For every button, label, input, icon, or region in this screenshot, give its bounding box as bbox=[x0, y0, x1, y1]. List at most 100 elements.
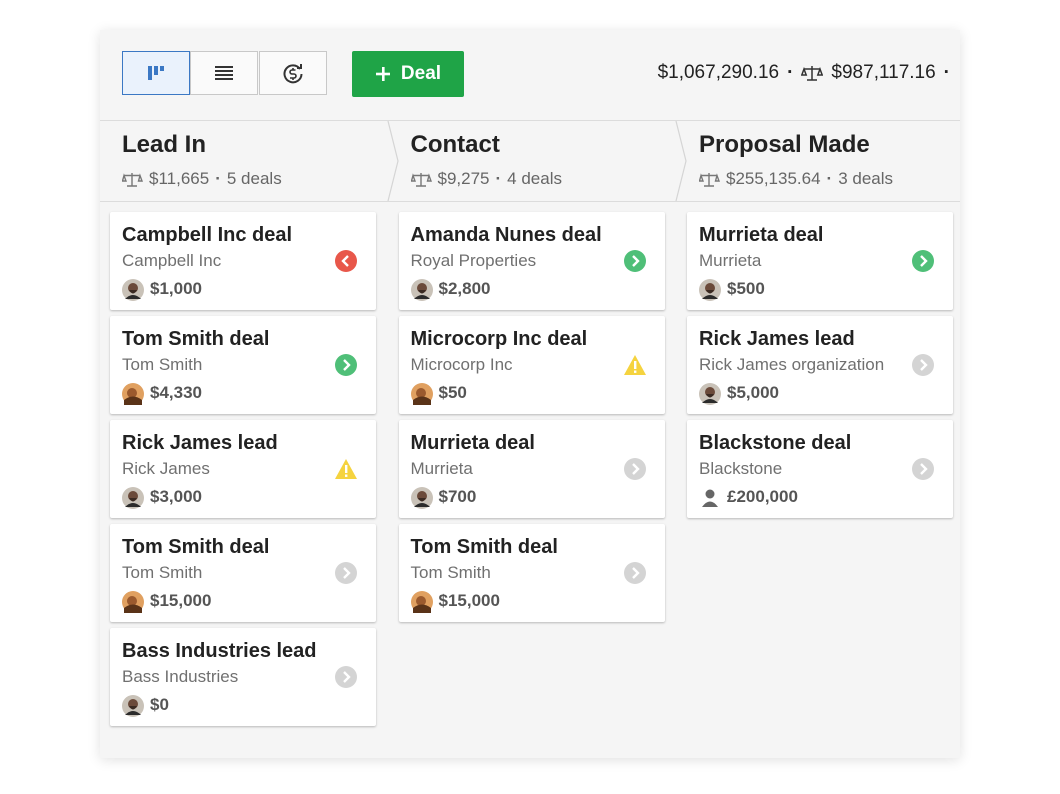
status-icon bbox=[335, 666, 357, 688]
deal-organization: Tom Smith bbox=[122, 355, 203, 374]
plus-icon bbox=[375, 67, 390, 81]
avatar bbox=[410, 383, 433, 405]
deal-card[interactable]: Rick James lead Rick James organization $5… bbox=[687, 316, 953, 414]
weighted-icon bbox=[122, 172, 143, 187]
weighted-icon bbox=[410, 172, 432, 187]
total-value: $1,067,290.16 bbox=[657, 62, 780, 83]
pipeline-panel: Deal $1,067,290.16 $987,117.16 Lead In $1… bbox=[100, 30, 960, 758]
status-icon bbox=[623, 562, 646, 584]
avatar bbox=[699, 279, 721, 301]
avatar bbox=[122, 591, 144, 613]
add-deal-label: Deal bbox=[400, 63, 442, 84]
status-icon bbox=[912, 354, 934, 376]
avatar bbox=[410, 487, 433, 509]
deal-organization: Tom Smith bbox=[122, 563, 203, 582]
avatar bbox=[122, 487, 144, 509]
stage-deal-count: 4 deals bbox=[507, 169, 562, 188]
deal-organization: Tom Smith bbox=[410, 563, 491, 582]
stage-title: Contact bbox=[410, 131, 500, 158]
deal-card[interactable]: Tom Smith deal Tom Smith $4,330 bbox=[110, 316, 376, 414]
deal-card[interactable]: Rick James lead Rick James $3,000 bbox=[110, 420, 376, 518]
avatar bbox=[702, 489, 718, 507]
status-icon bbox=[335, 354, 357, 376]
deal-card[interactable]: Campbell Inc deal Campbell Inc $1,000 bbox=[110, 212, 376, 310]
stage-dividers bbox=[387, 121, 687, 201]
deal-card[interactable]: Tom Smith deal Tom Smith $15,000 bbox=[398, 524, 665, 622]
list-view-button[interactable] bbox=[190, 51, 258, 95]
deal-value: $700 bbox=[438, 487, 477, 506]
deal-organization: Rick James bbox=[122, 459, 210, 478]
stage-summary: $11,665 5 deals bbox=[122, 169, 282, 189]
deal-title: Campbell Inc deal bbox=[122, 224, 293, 246]
deal-organization: Campbell Inc bbox=[122, 251, 222, 270]
status-icon bbox=[335, 250, 357, 272]
avatar bbox=[122, 695, 144, 717]
deal-card[interactable]: Blackstone deal Blackstone £200,000 bbox=[687, 420, 953, 518]
pipeline-view-button[interactable] bbox=[122, 51, 190, 95]
deal-organization: Murrieta bbox=[410, 459, 473, 478]
status-icon bbox=[912, 250, 934, 272]
deal-value: $15,000 bbox=[150, 591, 212, 610]
deal-card[interactable]: Murrieta deal Murrieta $700 bbox=[398, 420, 665, 518]
deal-title: Tom Smith deal bbox=[122, 536, 270, 558]
status-icon bbox=[912, 458, 934, 480]
separator bbox=[944, 62, 950, 84]
deal-value: $500 bbox=[727, 279, 765, 298]
avatar bbox=[122, 279, 144, 301]
deal-value: $5,000 bbox=[727, 383, 779, 402]
status-icon bbox=[623, 355, 646, 375]
deal-title: Microcorp Inc deal bbox=[410, 328, 588, 350]
forecast-view-button[interactable] bbox=[259, 51, 327, 95]
deal-title: Tom Smith deal bbox=[410, 536, 558, 558]
deal-organization: Royal Properties bbox=[410, 251, 537, 270]
deal-title: Bass Industries lead bbox=[122, 640, 317, 662]
list-icon bbox=[215, 66, 233, 80]
stage-title: Lead In bbox=[122, 131, 207, 158]
status-icon bbox=[623, 458, 646, 480]
deal-card[interactable]: Murrieta deal Murrieta $500 bbox=[687, 212, 953, 310]
deal-value: $50 bbox=[438, 383, 467, 402]
avatar bbox=[410, 279, 433, 301]
avatar bbox=[410, 591, 433, 613]
stage-value: $11,665 bbox=[149, 169, 210, 188]
deal-title: Tom Smith deal bbox=[122, 328, 270, 350]
add-deal-button[interactable]: Deal bbox=[352, 51, 464, 97]
deal-card[interactable]: Bass Industries lead Bass Industries $0 bbox=[110, 628, 376, 726]
deal-value: $3,000 bbox=[150, 487, 202, 506]
status-icon bbox=[335, 562, 357, 584]
stage-header-row: Lead In $11,665 5 deals Contact $9,275 4 deal… bbox=[100, 120, 960, 202]
status-icon bbox=[335, 459, 357, 479]
deal-organization: Bass Industries bbox=[122, 667, 239, 686]
deal-organization: Murrieta bbox=[699, 251, 762, 270]
deal-title: Murrieta deal bbox=[699, 224, 824, 246]
deal-organization: Rick James organization bbox=[699, 355, 885, 374]
stage-value: $9,275 bbox=[437, 169, 490, 188]
deal-value: $2,800 bbox=[438, 279, 491, 298]
deal-card[interactable]: Tom Smith deal Tom Smith $15,000 bbox=[110, 524, 376, 622]
deal-value: $0 bbox=[150, 695, 169, 714]
status-icon bbox=[623, 250, 646, 272]
deal-organization: Blackstone bbox=[699, 459, 783, 478]
weighted-icon bbox=[801, 66, 824, 81]
stage-summary: $9,275 4 deals bbox=[410, 169, 562, 189]
deal-card[interactable]: Microcorp Inc deal Microcorp Inc $50 bbox=[398, 316, 665, 414]
deal-organization: Microcorp Inc bbox=[410, 355, 513, 374]
separator bbox=[827, 169, 833, 189]
deal-title: Rick James lead bbox=[699, 328, 855, 350]
deal-value: $4,330 bbox=[150, 383, 202, 402]
deal-title: Rick James lead bbox=[122, 432, 278, 454]
deal-card[interactable]: Amanda Nunes deal Royal Properties $2,800 bbox=[398, 212, 665, 310]
weighted-icon bbox=[699, 172, 720, 187]
deal-value: $15,000 bbox=[438, 591, 500, 610]
separator bbox=[787, 62, 793, 84]
deal-value: £200,000 bbox=[727, 487, 798, 506]
stage-deal-count: 5 deals bbox=[226, 169, 282, 188]
separator bbox=[496, 169, 502, 189]
weighted-value: $987,117.16 bbox=[831, 62, 936, 83]
deal-value: $1,000 bbox=[150, 279, 202, 298]
stage-summary: $255,135.64 3 deals bbox=[699, 169, 893, 189]
deal-title: Murrieta deal bbox=[410, 432, 535, 454]
forecast-icon bbox=[283, 64, 303, 84]
stage-title: Proposal Made bbox=[699, 131, 870, 158]
